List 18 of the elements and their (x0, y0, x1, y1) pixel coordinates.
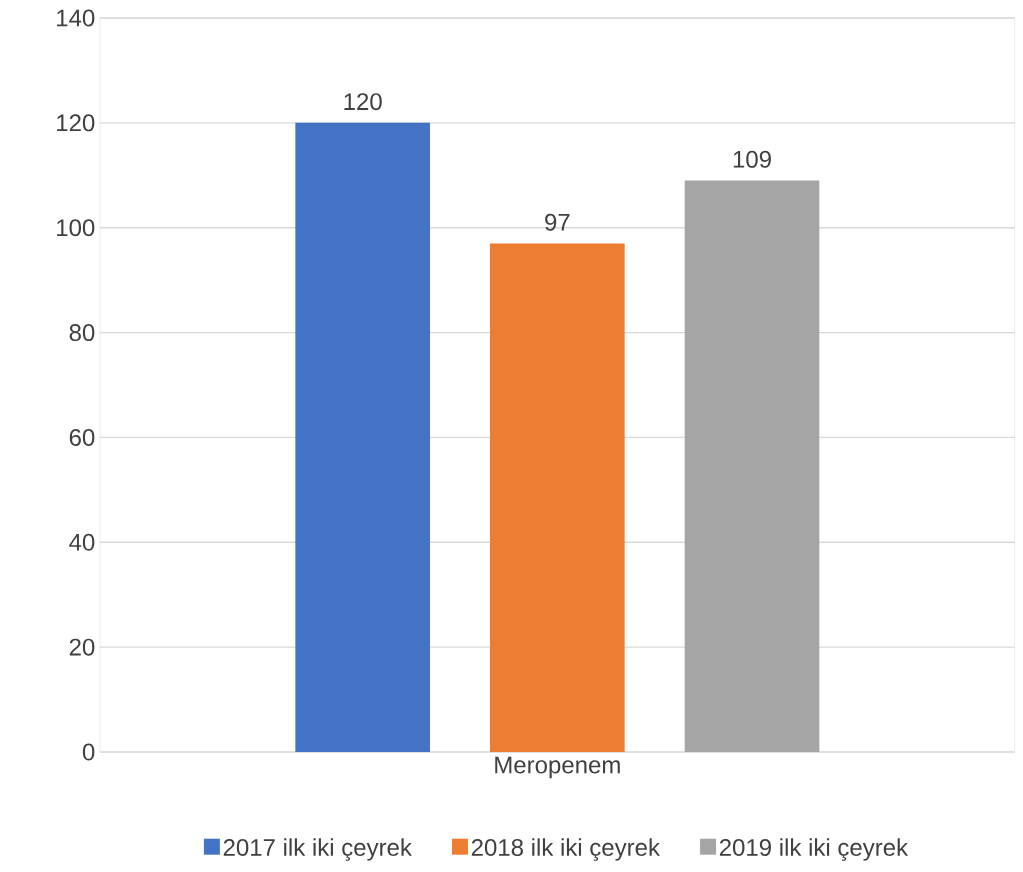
x-tick-label: Meropenem (495, 756, 620, 779)
legend-label: 2018 ilk iki çeyrek (471, 838, 661, 861)
y-tick-label: 0 (82, 743, 95, 761)
bar (684, 180, 820, 752)
data-label: 97 (545, 213, 570, 231)
y-tick-label: 100 (57, 219, 95, 237)
y-tick-label: 60 (69, 428, 95, 446)
y-tick-label: 80 (69, 324, 95, 342)
legend-label: 2017 ilk iki çeyrek (223, 838, 412, 861)
data-label: 109 (733, 150, 771, 168)
bar (295, 122, 431, 752)
legend-label: 2019 ilk iki çeyrek (719, 838, 909, 861)
y-tick-label: 20 (69, 638, 95, 656)
bar (490, 243, 625, 752)
data-label: 120 (344, 93, 382, 111)
y-tick-label: 120 (57, 114, 95, 132)
y-tick-label: 140 (57, 9, 95, 27)
y-tick-label: 40 (69, 533, 95, 551)
